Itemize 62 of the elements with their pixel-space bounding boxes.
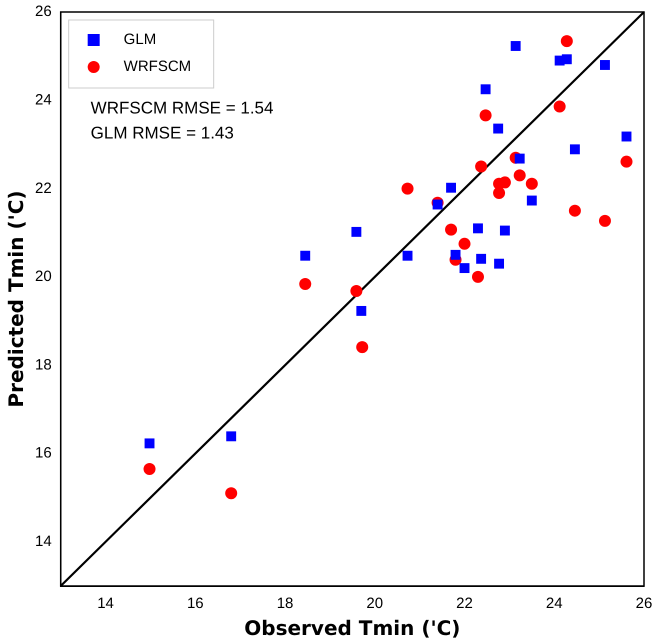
x-tick-label: 20 bbox=[366, 595, 384, 612]
point bbox=[598, 214, 611, 227]
point bbox=[510, 41, 521, 51]
y-tick-label: 14 bbox=[34, 532, 52, 550]
point bbox=[514, 154, 525, 164]
legend-label: WRFSCM bbox=[124, 58, 192, 76]
point bbox=[480, 109, 492, 122]
point bbox=[458, 238, 471, 250]
y-axis-title: Predicted Tmin ('C) bbox=[4, 190, 28, 408]
x-tick-label: 14 bbox=[97, 595, 114, 612]
x-tick-label: 18 bbox=[276, 595, 294, 612]
point bbox=[494, 258, 504, 269]
point bbox=[450, 250, 460, 260]
point bbox=[226, 431, 236, 442]
point bbox=[445, 224, 458, 236]
point bbox=[144, 462, 156, 475]
point bbox=[493, 124, 504, 134]
point bbox=[402, 182, 414, 195]
point bbox=[472, 270, 484, 283]
point bbox=[622, 132, 632, 142]
point bbox=[460, 263, 470, 274]
point bbox=[356, 341, 368, 354]
y-tick-label: 26 bbox=[34, 3, 52, 20]
x-axis-title: Observed Tmin ('C) bbox=[244, 616, 460, 640]
point bbox=[514, 169, 526, 182]
point bbox=[600, 60, 610, 70]
point bbox=[620, 156, 632, 168]
point bbox=[144, 438, 154, 448]
point bbox=[526, 196, 537, 206]
point bbox=[350, 285, 362, 298]
point bbox=[446, 182, 456, 193]
point bbox=[473, 223, 483, 234]
point bbox=[356, 306, 366, 316]
point bbox=[500, 226, 510, 236]
annotation: WRFSCM RMSE = 1.54 bbox=[90, 98, 274, 118]
y-tick-label: 16 bbox=[34, 444, 52, 462]
point bbox=[526, 178, 538, 190]
point bbox=[432, 200, 443, 210]
y-tick-label: 20 bbox=[34, 268, 52, 286]
point bbox=[402, 250, 412, 261]
y-tick-label: 18 bbox=[34, 356, 52, 374]
point bbox=[300, 250, 310, 261]
annotation: GLM RMSE = 1.43 bbox=[90, 124, 234, 143]
point bbox=[554, 100, 566, 112]
point bbox=[225, 487, 238, 500]
point bbox=[493, 187, 506, 200]
point bbox=[570, 144, 580, 154]
x-tick-label: 24 bbox=[546, 595, 563, 612]
x-tick-label: 22 bbox=[456, 595, 473, 612]
point bbox=[299, 278, 312, 290]
point bbox=[560, 35, 573, 48]
point bbox=[475, 160, 488, 173]
y-tick-label: 22 bbox=[34, 180, 52, 197]
point bbox=[476, 254, 486, 264]
point bbox=[351, 226, 362, 237]
point bbox=[480, 84, 491, 94]
y-tick-label: 24 bbox=[34, 91, 52, 108]
point bbox=[568, 204, 581, 217]
point bbox=[562, 54, 572, 64]
legend-label: GLM bbox=[124, 31, 156, 48]
x-tick-label: 16 bbox=[186, 595, 204, 612]
x-tick-label: 26 bbox=[636, 595, 652, 612]
